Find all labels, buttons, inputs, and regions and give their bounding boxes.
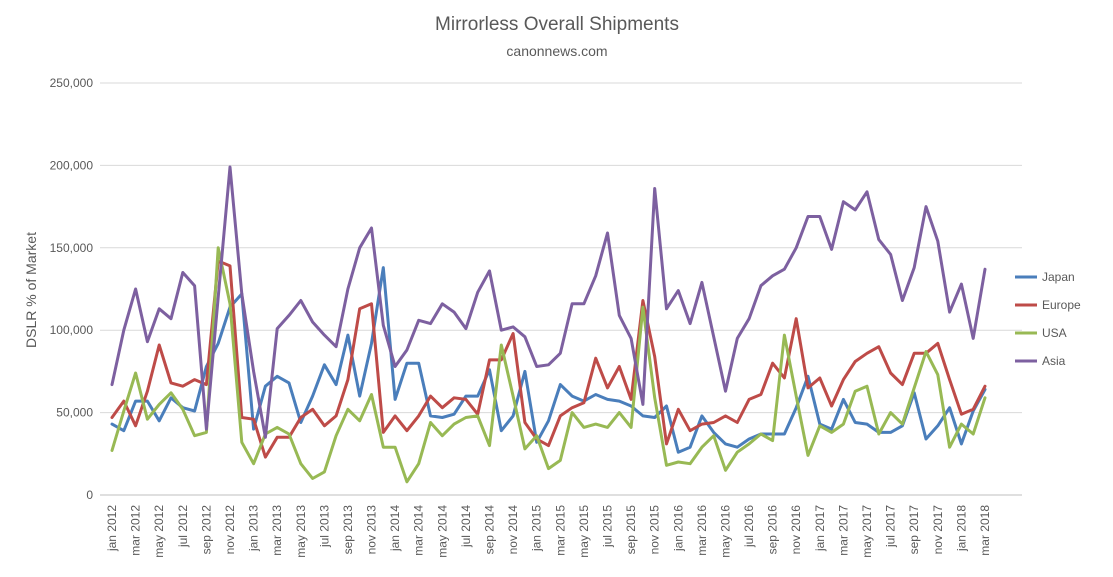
legend-label: Japan — [1042, 270, 1075, 284]
y-axis-title: DSLR % of Market — [23, 232, 39, 348]
x-tick-label: nov 2014 — [506, 505, 520, 555]
x-tick-label: may 2017 — [860, 505, 874, 558]
y-tick-label: 100,000 — [50, 323, 94, 337]
x-tick-label: sep 2015 — [624, 505, 638, 555]
legend-label: Asia — [1042, 354, 1066, 368]
x-tick-label: jan 2013 — [247, 505, 261, 552]
x-tick-label: jan 2012 — [105, 505, 119, 552]
x-tick-label: mar 2018 — [978, 505, 992, 556]
series-line-europe — [110, 259, 987, 459]
legend-item-asia: Asia — [1015, 354, 1066, 368]
x-tick-label: jan 2014 — [388, 505, 402, 552]
x-tick-label: jul 2016 — [742, 505, 756, 548]
series-line-usa — [110, 246, 987, 484]
x-tick-label: jul 2015 — [600, 505, 614, 548]
x-tick-label: jan 2018 — [954, 505, 968, 552]
x-tick-label: jul 2012 — [176, 505, 190, 548]
x-tick-label: jul 2014 — [459, 505, 473, 548]
y-tick-label: 50,000 — [56, 406, 93, 420]
x-tick-label: sep 2012 — [199, 505, 213, 555]
x-tick-label: mar 2015 — [553, 505, 567, 556]
series-line-asia — [110, 165, 987, 439]
x-tick-label: jul 2013 — [317, 505, 331, 548]
chart-title: Mirrorless Overall Shipments — [435, 14, 679, 35]
legend: Japan Europe USA Asia — [1015, 270, 1081, 368]
y-axis-ticks: 0 50,000 100,000 150,000 200,000 250,000 — [50, 76, 94, 502]
x-tick-label: sep 2014 — [483, 505, 497, 555]
y-tick-label: 250,000 — [50, 76, 94, 90]
x-tick-label: may 2012 — [152, 505, 166, 558]
x-tick-label: jul 2017 — [884, 505, 898, 548]
x-tick-label: jan 2016 — [671, 505, 685, 552]
x-tick-label: mar 2017 — [836, 505, 850, 556]
y-tick-label: 0 — [86, 488, 93, 502]
x-tick-label: mar 2013 — [270, 505, 284, 556]
x-tick-label: may 2016 — [718, 505, 732, 558]
series-line-japan — [110, 266, 987, 454]
x-tick-label: sep 2013 — [341, 505, 355, 555]
series-lines — [110, 165, 987, 484]
x-tick-label: sep 2017 — [907, 505, 921, 555]
x-tick-label: mar 2014 — [412, 505, 426, 556]
x-tick-label: nov 2015 — [648, 505, 662, 555]
x-tick-label: nov 2016 — [789, 505, 803, 555]
legend-item-japan: Japan — [1015, 270, 1075, 284]
legend-label: USA — [1042, 326, 1067, 340]
y-tick-label: 150,000 — [50, 241, 94, 255]
x-tick-label: may 2014 — [435, 505, 449, 558]
gridlines — [100, 82, 1022, 496]
legend-label: Europe — [1042, 298, 1081, 312]
x-tick-label: sep 2016 — [766, 505, 780, 555]
legend-item-europe: Europe — [1015, 298, 1081, 312]
x-tick-label: nov 2013 — [365, 505, 379, 555]
legend-item-usa: USA — [1015, 326, 1067, 340]
x-tick-label: jan 2017 — [813, 505, 827, 552]
y-tick-label: 200,000 — [50, 158, 94, 172]
x-tick-label: jan 2015 — [530, 505, 544, 552]
x-tick-label: nov 2012 — [223, 505, 237, 555]
x-tick-label: mar 2012 — [129, 505, 143, 556]
x-tick-label: may 2013 — [294, 505, 308, 558]
x-tick-label: mar 2016 — [695, 505, 709, 556]
x-tick-label: nov 2017 — [931, 505, 945, 555]
x-tick-label: may 2015 — [577, 505, 591, 558]
chart-subtitle: canonnews.com — [506, 43, 607, 59]
x-axis-ticks: jan 2012 mar 2012 may 2012 jul 2012 sep 2012… — [105, 505, 992, 558]
